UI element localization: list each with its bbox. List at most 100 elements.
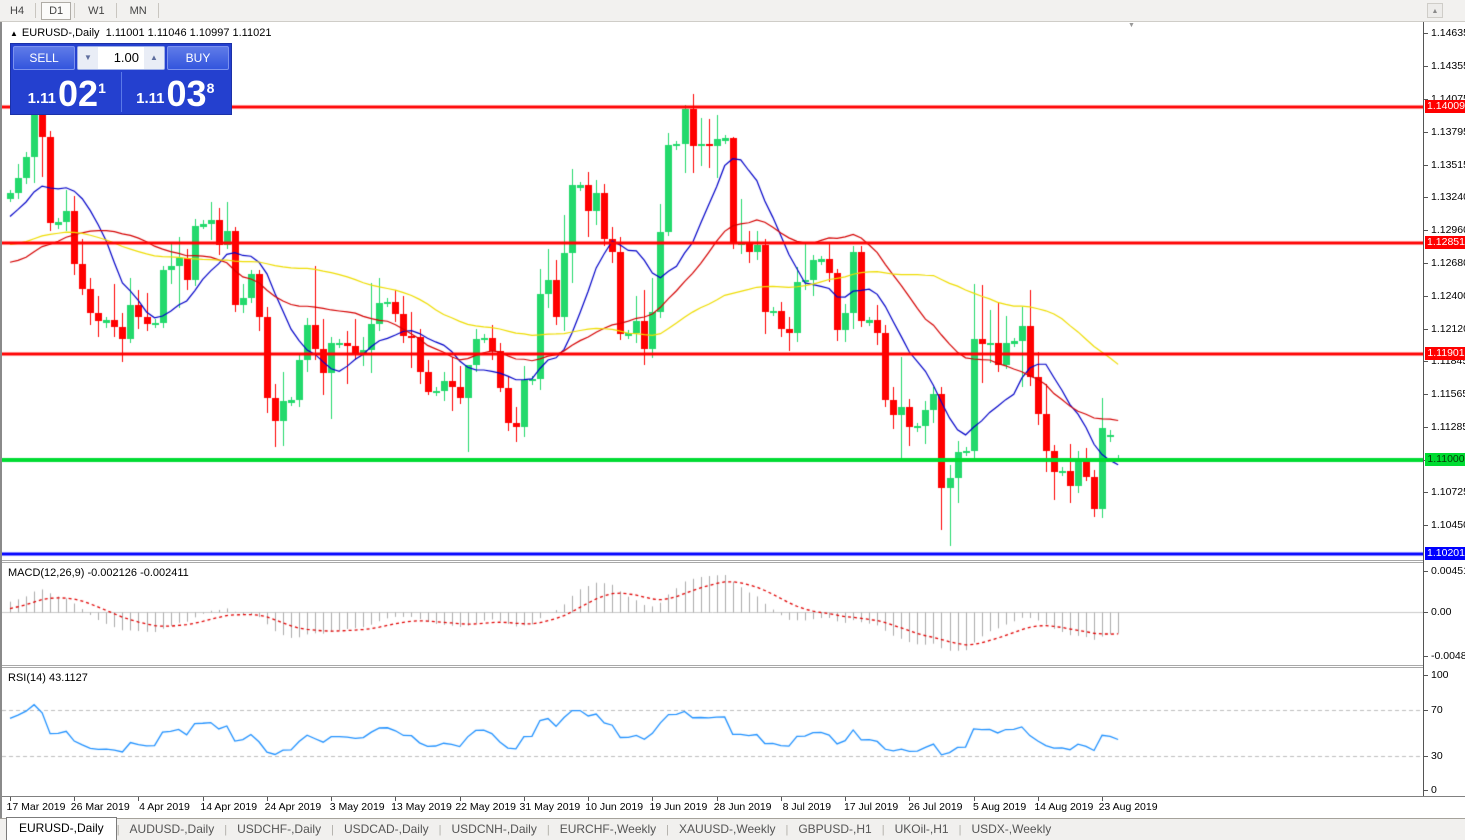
date-tick-mark xyxy=(973,797,975,801)
chart-ohlc-values: 1.11001 1.11046 1.10997 1.11021 xyxy=(105,27,272,39)
date-label: 24 Apr 2019 xyxy=(264,801,322,813)
symbol-tab-xauusd[interactable]: XAUUSD-,Weekly xyxy=(679,822,776,836)
rsi-indicator-label: RSI(14) 43.1127 xyxy=(8,672,88,684)
date-tick-mark xyxy=(909,797,911,801)
date-label: 3 May 2019 xyxy=(329,801,385,813)
tab-divider: | xyxy=(116,824,120,836)
price-tick: 1.12400 xyxy=(1424,290,1465,303)
date-tick-mark xyxy=(331,797,333,801)
level-price-label: 1.14009 xyxy=(1425,99,1465,113)
toolbar-separator xyxy=(115,3,117,18)
price-tick: 1.10725 xyxy=(1424,486,1465,499)
pane-splitter-macd[interactable] xyxy=(2,560,1465,563)
price-tick: 1.14635 xyxy=(1424,27,1465,40)
level-price-label: 1.11000 xyxy=(1425,453,1465,467)
toolbar-scroll-up-button[interactable]: ▲ xyxy=(1427,3,1443,18)
timeframe-button-w1[interactable]: W1 xyxy=(88,4,105,17)
date-tick-mark xyxy=(1102,797,1104,801)
tab-divider: | xyxy=(224,824,228,836)
macd-tick: 0.00 xyxy=(1424,606,1465,619)
price-tick: 1.13515 xyxy=(1424,159,1465,172)
sell-button[interactable]: SELL xyxy=(13,46,75,70)
timeframe-buttons: H4 D1 W1 MN xyxy=(0,1,162,20)
volume-stepper[interactable]: ▼ 1.00 ▲ xyxy=(77,46,165,70)
date-label: 28 Jun 2019 xyxy=(713,801,772,813)
price-tick: 1.11565 xyxy=(1424,388,1465,401)
price-axis[interactable]: 1.146351.143551.140751.137951.135151.132… xyxy=(1423,22,1465,796)
date-tick-mark xyxy=(138,797,140,801)
macd-tick: 0.004517 xyxy=(1424,565,1465,578)
date-label: 23 Aug 2019 xyxy=(1098,801,1158,813)
timeframe-button-mn[interactable]: MN xyxy=(129,4,147,17)
level-price-label: 1.10201 xyxy=(1425,547,1465,561)
date-label: 26 Mar 2019 xyxy=(70,801,130,813)
date-label: 22 May 2019 xyxy=(455,801,517,813)
rsi-tick: 30 xyxy=(1424,750,1465,763)
date-label: 31 May 2019 xyxy=(519,801,581,813)
date-tick-mark xyxy=(523,797,525,801)
date-label: 13 May 2019 xyxy=(391,801,452,813)
date-tick-mark xyxy=(652,797,654,801)
date-tick-mark xyxy=(716,797,718,801)
price-tick: 1.12120 xyxy=(1424,323,1465,336)
date-tick-mark xyxy=(202,797,204,801)
tab-divider: | xyxy=(785,824,789,836)
rsi-chart-canvas[interactable] xyxy=(2,668,1423,796)
chart-shift-marker-icon[interactable]: ▼ xyxy=(1128,22,1135,29)
chart-tab-bar: EURUSD-,Daily | AUDUSD-,Daily | USDCHF-,Dail… xyxy=(0,817,1465,840)
price-tick: 1.12960 xyxy=(1424,224,1465,237)
volume-increase-icon[interactable]: ▲ xyxy=(144,47,164,69)
date-label: 8 Jul 2019 xyxy=(782,801,832,813)
date-tick-mark xyxy=(780,797,782,801)
macd-tick: -0.004806 xyxy=(1424,650,1465,663)
chart-title: ▲ EURUSD-,Daily 1.11001 1.11046 1.10997 1… xyxy=(10,27,271,39)
pane-splitter-rsi[interactable] xyxy=(2,665,1465,668)
date-tick-mark xyxy=(266,797,268,801)
sell-price-display[interactable]: 1.11 02 1 xyxy=(13,72,122,112)
date-label: 14 Aug 2019 xyxy=(1034,801,1094,813)
chart-symbol-label: EURUSD-,Daily xyxy=(21,27,100,39)
toolbar-separator xyxy=(35,3,37,18)
price-chart-canvas[interactable] xyxy=(2,22,1423,560)
symbol-tab-eurusd[interactable]: EURUSD-,Daily xyxy=(6,817,117,840)
rsi-tick: 70 xyxy=(1424,704,1465,717)
symbol-tab-eurchf[interactable]: EURCHF-,Weekly xyxy=(559,822,657,836)
date-tick-mark xyxy=(395,797,397,801)
date-tick-mark xyxy=(459,797,461,801)
date-label: 5 Aug 2019 xyxy=(973,801,1027,813)
price-tick: 1.13795 xyxy=(1424,126,1465,139)
buy-button[interactable]: BUY xyxy=(167,46,229,70)
date-label: 17 Jul 2019 xyxy=(843,801,899,813)
symbol-tab-usdcnh[interactable]: USDCNH-,Daily xyxy=(451,822,537,836)
date-axis[interactable]: 17 Mar 2019 26 Mar 2019 4 Apr 2019 14 Apr 2… xyxy=(2,796,1465,818)
timeframe-toolbar: H4 D1 W1 MN ▲ xyxy=(0,0,1465,22)
buy-price-display[interactable]: 1.11 03 8 xyxy=(136,73,215,114)
symbol-tab-ukoil[interactable]: UKOil-,H1 xyxy=(894,822,949,836)
tab-divider: | xyxy=(331,824,334,836)
one-click-trading-panel: SELL ▼ 1.00 ▲ BUY 1.11 02 1 1.11 03 8 xyxy=(10,43,232,115)
tab-divider: | xyxy=(958,824,962,836)
date-label: 19 Jun 2019 xyxy=(649,801,708,813)
symbol-tab-usdcad[interactable]: USDCAD-,Daily xyxy=(343,822,429,836)
rsi-tick: 0 xyxy=(1424,784,1465,797)
symbol-tab-usdx[interactable]: USDX-,Weekly xyxy=(971,822,1052,836)
level-price-label: 1.11901 xyxy=(1425,347,1465,361)
price-tick: 1.11285 xyxy=(1424,421,1465,434)
volume-value[interactable]: 1.00 xyxy=(113,50,139,65)
timeframe-button-h4[interactable]: H4 xyxy=(10,4,25,17)
symbol-tab-audusd[interactable]: AUDUSD-,Daily xyxy=(129,822,215,836)
tab-divider: | xyxy=(881,824,885,836)
macd-chart-canvas[interactable] xyxy=(2,563,1423,665)
date-tick-mark xyxy=(845,797,847,801)
collapse-chart-icon[interactable]: ▲ xyxy=(10,29,18,38)
symbol-tab-gbpusd[interactable]: GBPUSD-,H1 xyxy=(798,822,872,836)
timeframe-button-d1[interactable]: D1 xyxy=(41,1,72,20)
rsi-tick: 100 xyxy=(1424,669,1465,682)
price-tick: 1.13240 xyxy=(1424,191,1465,204)
price-tick: 1.12680 xyxy=(1424,257,1465,270)
volume-decrease-icon[interactable]: ▼ xyxy=(78,47,98,69)
date-label: 4 Apr 2019 xyxy=(139,801,190,813)
symbol-tab-usdchf[interactable]: USDCHF-,Daily xyxy=(237,822,322,836)
